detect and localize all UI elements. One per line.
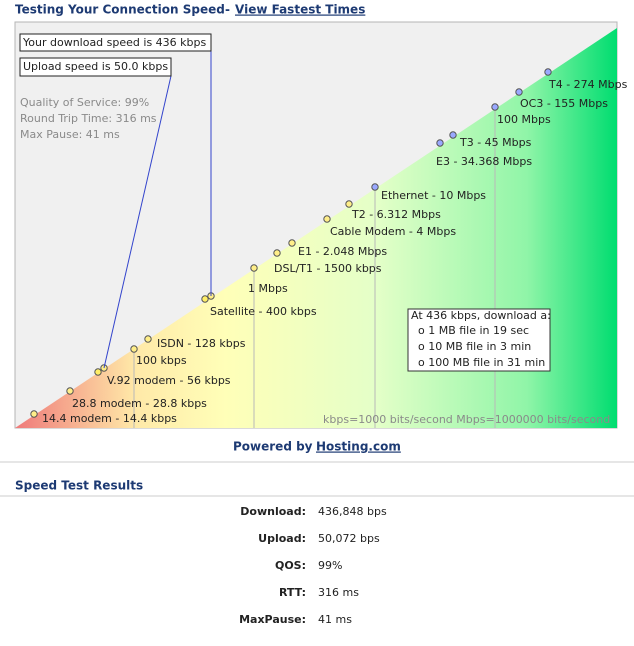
result-value: 99%	[318, 559, 342, 572]
milestone-dot	[288, 239, 296, 247]
milestone-dot	[515, 88, 523, 96]
milestone-label: T2 - 6.312 Mbps	[351, 208, 441, 221]
milestone-dot	[449, 131, 457, 139]
milestone-label: 100 Mbps	[497, 113, 551, 126]
graph-guides	[133, 107, 496, 428]
milestone-dot	[30, 410, 38, 418]
result-value: 436,848 bps	[318, 505, 387, 518]
milestone-dot	[323, 215, 331, 223]
milestone-label: V.92 modem - 56 kbps	[107, 374, 231, 387]
milestone-dot	[273, 249, 281, 257]
milestone-label: Ethernet - 10 Mbps	[381, 189, 486, 202]
result-label: QOS:	[275, 559, 306, 572]
milestone-label: OC3 - 155 Mbps	[520, 97, 608, 110]
stat: Max Pause: 41 ms	[20, 128, 120, 141]
milestone-dot	[544, 68, 552, 76]
milestone-dot	[250, 264, 258, 272]
download-info-box	[407, 308, 551, 372]
milestone-dot	[345, 200, 353, 208]
results-title: Speed Test Results	[15, 479, 143, 493]
milestone-dot	[144, 335, 152, 343]
upload-callout-text: Upload speed is 50.0 kbps	[23, 60, 168, 73]
milestone-label: 1 Mbps	[248, 282, 288, 295]
result-label: Upload:	[258, 532, 306, 545]
milestone-label: DSL/T1 - 1500 kbps	[274, 262, 382, 275]
milestone-label: T3 - 45 Mbps	[459, 136, 532, 149]
upload-callout	[19, 57, 172, 77]
milestone-label: Cable Modem - 4 Mbps	[330, 225, 456, 238]
hosting-link[interactable]: Hosting.com	[316, 440, 401, 454]
stat: Round Trip Time: 316 ms	[20, 112, 157, 125]
upload-pointer	[103, 75, 172, 369]
milestone-label: 14.4 modem - 14.4 kbps	[42, 412, 177, 425]
milestone-label: ISDN - 128 kbps	[157, 337, 246, 350]
info-line: o 10 MB file in 3 min	[418, 340, 531, 353]
header-separator: -	[225, 3, 230, 17]
milestone-label: E1 - 2.048 Mbps	[298, 245, 387, 258]
download-callout	[19, 33, 212, 52]
stat: Quality of Service: 99%	[20, 96, 149, 109]
upload-dot	[94, 368, 102, 376]
download-dot	[201, 295, 209, 303]
milestone-label: 100 kbps	[136, 354, 187, 367]
milestone-dot	[436, 139, 444, 147]
info-line: At 436 kbps, download a:	[411, 309, 551, 322]
milestone-label: 28.8 modem - 28.8 kbps	[72, 397, 207, 410]
header-title: Testing Your Connection Speed	[15, 3, 225, 17]
milestone-dot	[130, 345, 138, 353]
graph-footnote: kbps=1000 bits/second Mbps=1000000 bits/…	[323, 413, 610, 426]
download-callout-text: Your download speed is 436 kbps	[22, 36, 207, 49]
result-label: MaxPause:	[239, 613, 306, 626]
result-label: RTT:	[279, 586, 306, 599]
result-value: 316 ms	[318, 586, 359, 599]
milestone-dot	[491, 103, 499, 111]
milestone-label: E3 - 34.368 Mbps	[436, 155, 532, 168]
milestone-label: Satellite - 400 kbps	[210, 305, 317, 318]
result-label: Download:	[240, 505, 306, 518]
powered-by: Powered by	[233, 440, 313, 454]
milestone-dot	[371, 183, 379, 191]
result-value: 50,072 bps	[318, 532, 380, 545]
milestone-label: T4 - 274 Mbps	[548, 78, 628, 91]
milestone-dot	[66, 387, 74, 395]
fastest-times-link[interactable]: View Fastest Times	[235, 3, 365, 17]
result-value: 41 ms	[318, 613, 352, 626]
info-line: o 100 MB file in 31 min	[418, 356, 545, 369]
info-line: o 1 MB file in 19 sec	[418, 324, 529, 337]
